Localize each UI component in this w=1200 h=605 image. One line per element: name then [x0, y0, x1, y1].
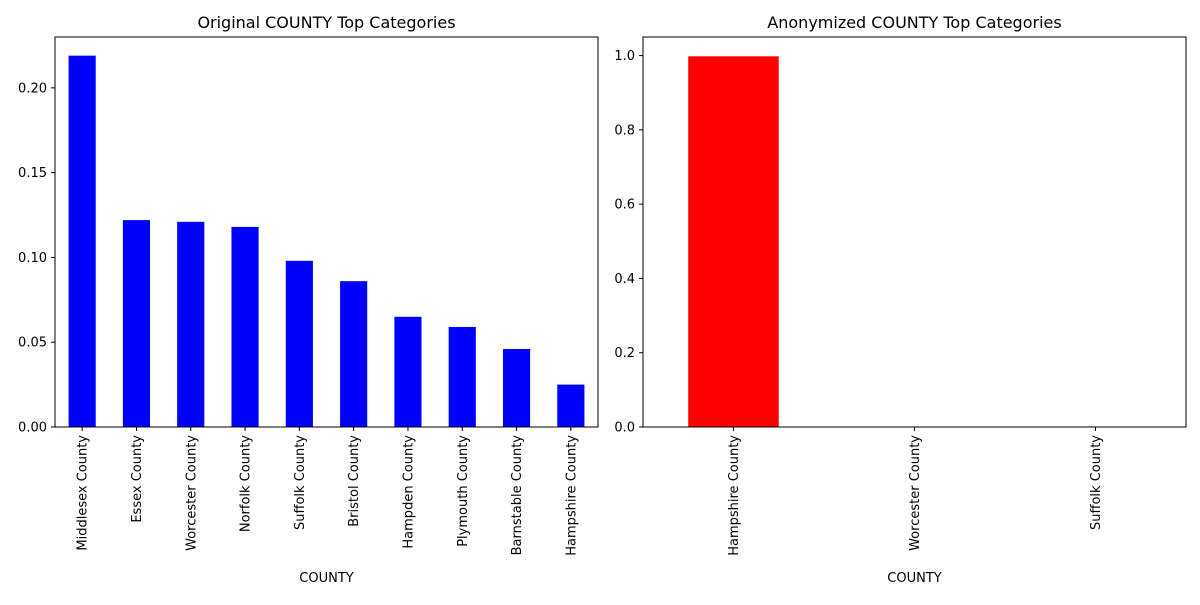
bar: [449, 327, 476, 427]
bar: [394, 317, 421, 427]
y-tick-label: 0.15: [18, 166, 47, 181]
y-tick-label: 0.10: [18, 251, 47, 266]
chart-panel-2: 0.0 0.2 0.4 0.6 0.8 1.0 Hampshire County Worces…: [614, 13, 1186, 586]
y-tick-label: 0.8: [614, 123, 635, 138]
x-tick-label: Bristol County: [347, 435, 362, 527]
x-tick-label: Hampshire County: [564, 435, 579, 556]
bar: [69, 56, 96, 427]
bar: [340, 281, 367, 427]
x-tick-label: Middlesex County: [76, 435, 91, 551]
bar: [123, 220, 150, 427]
x-tick-label: Worcester County: [184, 435, 199, 551]
bar: [286, 261, 313, 427]
y-tick-label: 0.05: [18, 336, 47, 351]
chart-title: Original COUNTY Top Categories: [197, 13, 455, 32]
y-tick-label: 0.0: [614, 421, 635, 436]
y-tick-label: 0.2: [614, 346, 635, 361]
x-tick-label: Worcester County: [908, 435, 923, 551]
y-tick-label: 1.0: [614, 49, 635, 64]
y-tick-label: 0.4: [614, 272, 635, 287]
y-tick-label: 0.6: [614, 198, 635, 213]
bar: [177, 222, 204, 427]
bar: [688, 56, 779, 427]
x-tick-label: Suffolk County: [1089, 435, 1104, 530]
y-tick-label: 0.20: [18, 81, 47, 96]
x-tick-label: Suffolk County: [293, 435, 308, 530]
x-axis-label: COUNTY: [887, 571, 941, 586]
x-tick-label: Barnstable County: [510, 435, 525, 556]
x-tick-label: Plymouth County: [456, 435, 471, 547]
chart-title: Anonymized COUNTY Top Categories: [767, 13, 1061, 32]
x-tick-label: Essex County: [130, 435, 145, 523]
chart-panel-1: 0.00 0.05 0.10 0.15 0.20 Middlesex County Esse…: [18, 13, 598, 586]
bar: [231, 227, 258, 427]
x-tick-label: Hampden County: [401, 435, 416, 549]
x-tick-label: Norfolk County: [239, 435, 254, 532]
x-tick-label: Hampshire County: [727, 435, 742, 556]
y-tick-label: 0.00: [18, 421, 47, 436]
bar: [557, 385, 584, 427]
bar: [503, 349, 530, 427]
x-axis-label: COUNTY: [299, 571, 353, 586]
